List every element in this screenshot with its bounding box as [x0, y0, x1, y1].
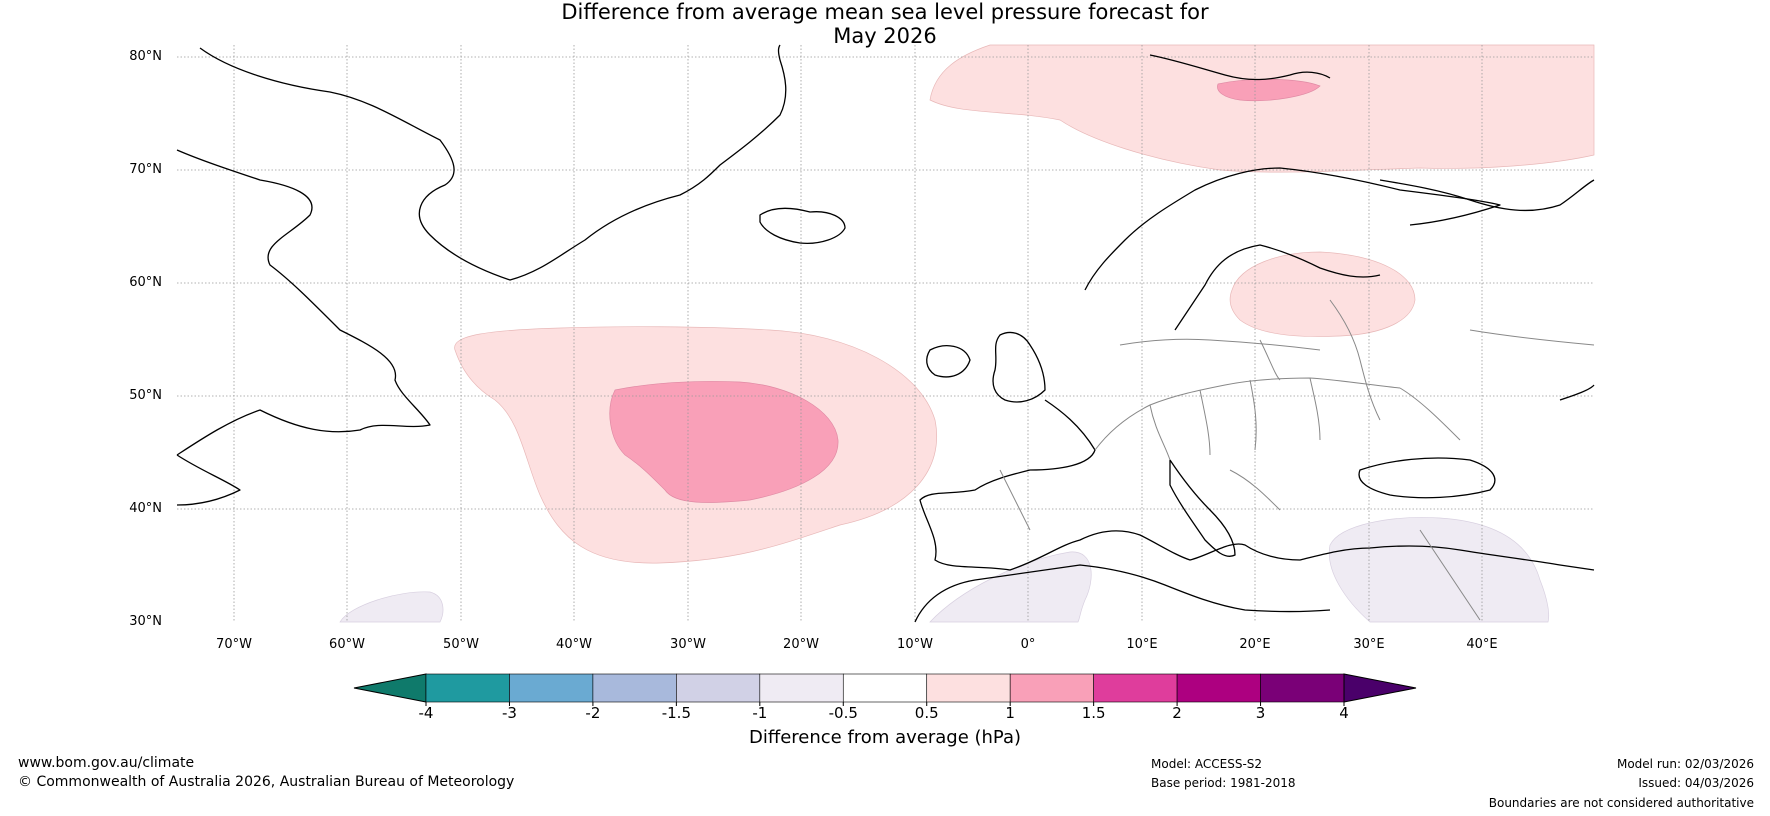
- black-sea-coast: [1358, 457, 1496, 499]
- colorbar-tick-label: -1: [752, 704, 768, 722]
- colorbar-tick-label: -4: [418, 704, 434, 722]
- footer-website: www.bom.gov.au/climate: [18, 755, 195, 771]
- chart-title: Difference from average mean sea level p…: [0, 0, 1770, 48]
- title-line-2: May 2026: [833, 24, 937, 48]
- lon-label-40e: 40°E: [1466, 637, 1498, 652]
- uk-coast: [992, 331, 1046, 403]
- caspian-coast: [1559, 384, 1595, 401]
- north-africa-anomaly: [929, 551, 1092, 623]
- russia-north-coast: [1379, 179, 1595, 212]
- lon-label-0: 0°: [1020, 637, 1036, 652]
- colorbar-label: Difference from average (hPa): [748, 727, 1022, 748]
- footer-issued: Issued: 04/03/2026: [1638, 776, 1754, 790]
- scandinavia-baltic-coast: [1174, 244, 1381, 331]
- colorbar-tick-label: 3: [1255, 704, 1266, 722]
- lon-label-60w: 60°W: [329, 637, 365, 652]
- country-borders: [999, 299, 1595, 621]
- colorbar-tick-label: 4: [1339, 704, 1349, 722]
- ireland-coast: [926, 345, 971, 378]
- lat-label-70n: 70°N: [129, 162, 162, 177]
- europe-west-coast: [919, 399, 1595, 571]
- iceland-coast: [759, 207, 846, 244]
- lon-label-20w: 20°W: [783, 637, 819, 652]
- north-atlantic-low-anomaly-inner: [609, 381, 839, 503]
- lat-label-60n: 60°N: [129, 275, 162, 290]
- colorbar-tick-label: -2: [585, 704, 601, 722]
- lat-label-80n: 80°N: [129, 49, 162, 64]
- lon-label-70w: 70°W: [216, 637, 252, 652]
- lat-label-40n: 40°N: [129, 501, 162, 516]
- canada-coast: [176, 149, 431, 456]
- coastlines: [176, 44, 1595, 623]
- barents-sea-anomaly-outer: [929, 44, 1595, 173]
- italy-coast: [1169, 459, 1236, 557]
- lon-label-30w: 30°W: [670, 637, 706, 652]
- lon-label-50w: 50°W: [443, 637, 479, 652]
- eastern-med-anomaly: [1328, 517, 1550, 623]
- svalbard-coast: [1149, 54, 1331, 81]
- footer-copyright: © Commonwealth of Australia 2026, Austra…: [18, 774, 515, 790]
- baltic-anomaly: [1229, 251, 1416, 337]
- lat-label-50n: 50°N: [129, 388, 162, 403]
- footer-model: Model: ACCESS-S2: [1151, 757, 1263, 771]
- colorbar-tick-label: 2: [1172, 704, 1182, 722]
- footer-model-run: Model run: 02/03/2026: [1616, 757, 1754, 771]
- southwest-atlantic-anomaly: [339, 591, 444, 623]
- colorbar-tick-label: -1.5: [661, 704, 691, 722]
- colorbar-tick-label: -0.5: [828, 704, 858, 722]
- colorbar-tick-label: 1: [1005, 704, 1015, 722]
- lon-label-20e: 20°E: [1239, 637, 1271, 652]
- colorbar-tick-label: 0.5: [914, 704, 939, 722]
- lon-label-10w: 10°W: [897, 637, 933, 652]
- colorbar-tick-label: 1.5: [1081, 704, 1106, 722]
- footer-disclaimer: Boundaries are not considered authoritat…: [1488, 796, 1754, 810]
- colorbar-tick-label: -3: [501, 704, 517, 722]
- lon-label-30e: 30°E: [1353, 637, 1385, 652]
- greenland-coast: [199, 44, 787, 281]
- norway-coast: [1084, 167, 1501, 291]
- lat-label-30n: 30°N: [129, 614, 162, 629]
- africa-coast: [914, 564, 1331, 623]
- footer-base-period: Base period: 1981-2018: [1151, 776, 1296, 790]
- lon-label-40w: 40°W: [556, 637, 592, 652]
- anomaly-layer: [339, 44, 1595, 623]
- lon-label-10e: 10°E: [1126, 637, 1158, 652]
- canada-east-coast: [176, 454, 241, 506]
- title-line-1: Difference from average mean sea level p…: [561, 0, 1209, 24]
